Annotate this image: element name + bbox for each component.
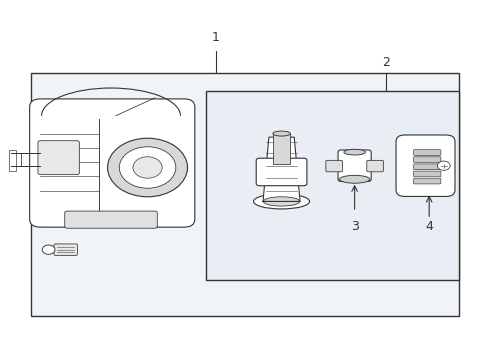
FancyBboxPatch shape <box>30 99 195 227</box>
Text: 1: 1 <box>212 31 220 44</box>
FancyBboxPatch shape <box>414 164 441 170</box>
Ellipse shape <box>273 131 290 136</box>
FancyBboxPatch shape <box>367 160 383 172</box>
Circle shape <box>438 161 450 170</box>
Polygon shape <box>263 137 300 202</box>
FancyBboxPatch shape <box>414 150 441 156</box>
Bar <box>9 150 16 171</box>
FancyBboxPatch shape <box>38 141 79 175</box>
Bar <box>30 73 460 316</box>
FancyBboxPatch shape <box>338 150 371 181</box>
FancyBboxPatch shape <box>256 158 307 186</box>
Text: 2: 2 <box>382 55 390 69</box>
FancyBboxPatch shape <box>414 171 441 177</box>
Ellipse shape <box>344 149 366 155</box>
Circle shape <box>108 138 188 197</box>
FancyBboxPatch shape <box>414 178 441 184</box>
Ellipse shape <box>340 175 370 183</box>
Bar <box>206 91 460 280</box>
Text: 4: 4 <box>425 220 433 233</box>
Bar <box>273 134 290 164</box>
FancyBboxPatch shape <box>65 211 157 228</box>
Ellipse shape <box>253 194 310 209</box>
FancyBboxPatch shape <box>414 157 441 162</box>
FancyBboxPatch shape <box>326 160 343 172</box>
FancyBboxPatch shape <box>396 135 455 197</box>
Circle shape <box>133 157 162 178</box>
Circle shape <box>42 245 55 254</box>
Text: 3: 3 <box>351 220 359 233</box>
Circle shape <box>119 147 176 188</box>
Ellipse shape <box>263 197 300 206</box>
FancyBboxPatch shape <box>54 244 77 255</box>
